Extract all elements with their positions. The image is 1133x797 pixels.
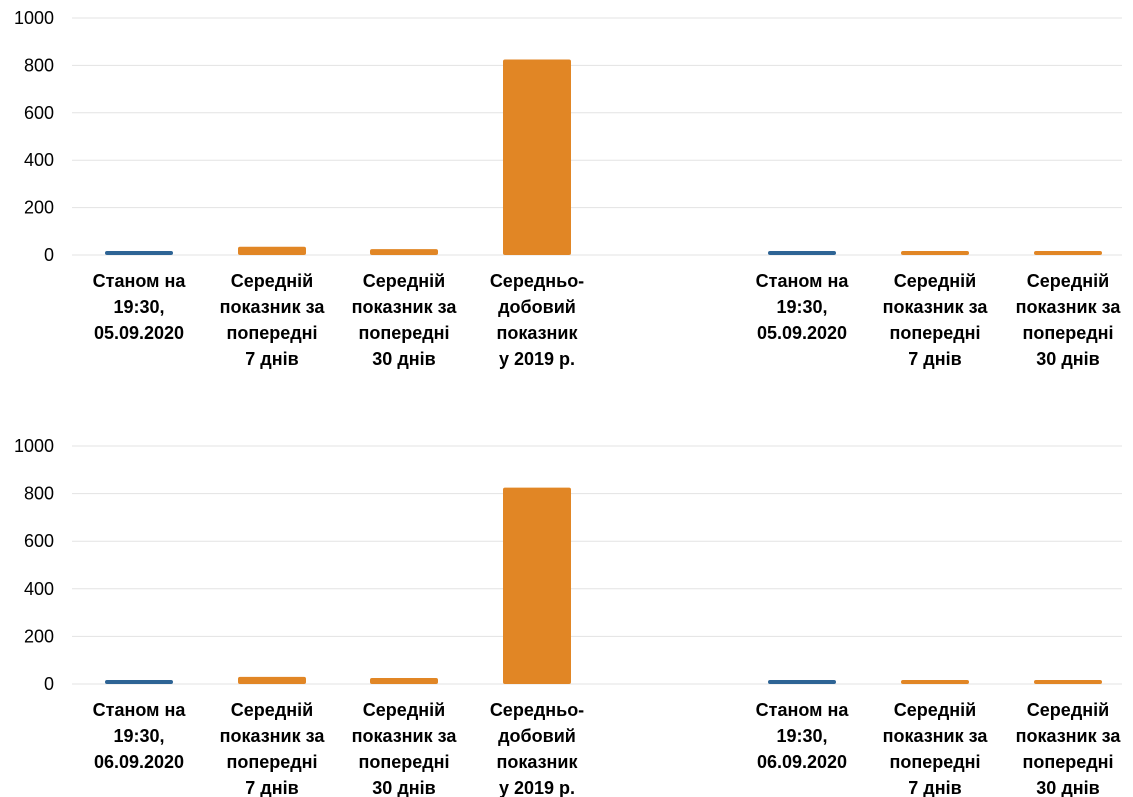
category-label: Середній показник за попередні 30 днів: [1016, 700, 1122, 797]
bar-average: [238, 676, 306, 684]
y-tick-label: 800: [24, 55, 54, 75]
bar-average: [238, 246, 306, 255]
y-tick-label: 1000: [14, 8, 54, 28]
y-tick-label: 0: [44, 674, 54, 694]
bar-average: [503, 59, 571, 255]
category-label: Середній показник за попередні 7 днів: [883, 271, 989, 369]
bar-average: [901, 680, 969, 684]
category-label: Середній показник за попередні 7 днів: [883, 700, 989, 797]
category-label: Середньо-добовий показник у 2019 р.: [490, 700, 584, 797]
top-chart-panel: 0 200 400 600 800 1000 Станом на 19:30, 05.09.20…: [14, 8, 1122, 369]
y-tick-label: 600: [24, 531, 54, 551]
bar-current: [768, 680, 836, 684]
category-label: Середній показник за попередні 7 днів: [220, 700, 326, 797]
category-label: Станом на 19:30, 06.09.2020: [756, 700, 850, 772]
y-tick-label: 800: [24, 484, 54, 504]
bar-average: [370, 249, 438, 255]
category-label: Станом на 19:30, 05.09.2020: [756, 271, 850, 343]
bar-current: [105, 680, 173, 684]
category-label: Станом на 19:30, 06.09.2020: [93, 700, 187, 772]
category-label: Середній показник за попередні 30 днів: [352, 271, 458, 369]
bar-average: [1034, 251, 1102, 255]
category-label: Середній показник за попередні 7 днів: [220, 271, 326, 369]
bar-current: [768, 251, 836, 255]
y-tick-label: 400: [24, 150, 54, 170]
bar-current: [105, 251, 173, 255]
bar-average: [370, 678, 438, 684]
y-tick-label: 0: [44, 245, 54, 265]
y-tick-label: 200: [24, 198, 54, 218]
category-label: Середній показник за попередні 30 днів: [1016, 271, 1122, 369]
category-label: Середній показник за попередні 30 днів: [352, 700, 458, 797]
bar-average: [503, 487, 571, 684]
y-tick-label: 400: [24, 579, 54, 599]
y-tick-label: 200: [24, 626, 54, 646]
y-tick-label: 600: [24, 103, 54, 123]
bar-average: [901, 251, 969, 255]
category-label: Станом на 19:30, 05.09.2020: [93, 271, 187, 343]
category-label: Середньо-добовий показник у 2019 р.: [490, 271, 584, 369]
y-tick-label: 1000: [14, 436, 54, 456]
bar-average: [1034, 680, 1102, 684]
bottom-chart-panel: 0 200 400 600 800 1000 Станом на 19:30, 06.09.20…: [14, 436, 1122, 797]
